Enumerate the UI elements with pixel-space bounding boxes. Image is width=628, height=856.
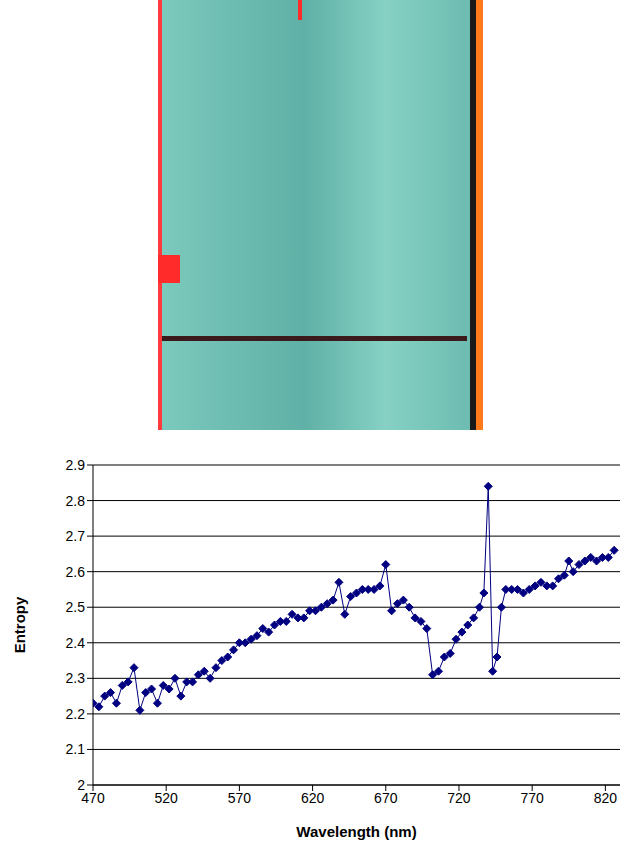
svg-text:Entropy: Entropy — [11, 596, 28, 653]
svg-text:2: 2 — [77, 777, 85, 793]
svg-text:720: 720 — [447, 790, 471, 806]
svg-text:670: 670 — [374, 790, 398, 806]
svg-text:2.8: 2.8 — [66, 493, 86, 509]
svg-text:820: 820 — [594, 790, 618, 806]
svg-text:2.5: 2.5 — [66, 599, 86, 615]
svg-text:520: 520 — [155, 790, 179, 806]
svg-text:2.3: 2.3 — [66, 670, 86, 686]
svg-text:470: 470 — [81, 789, 105, 806]
svg-text:570: 570 — [228, 790, 252, 806]
svg-text:2.7: 2.7 — [66, 528, 86, 544]
svg-text:2.6: 2.6 — [66, 564, 86, 580]
svg-text:2.9: 2.9 — [66, 457, 86, 473]
svg-text:2.1: 2.1 — [66, 741, 86, 757]
svg-text:620: 620 — [301, 790, 325, 806]
svg-text:Wavelength (nm): Wavelength (nm) — [296, 823, 416, 840]
svg-text:2.2: 2.2 — [66, 706, 86, 722]
svg-text:770: 770 — [520, 790, 544, 806]
svg-text:2.4: 2.4 — [66, 635, 86, 651]
